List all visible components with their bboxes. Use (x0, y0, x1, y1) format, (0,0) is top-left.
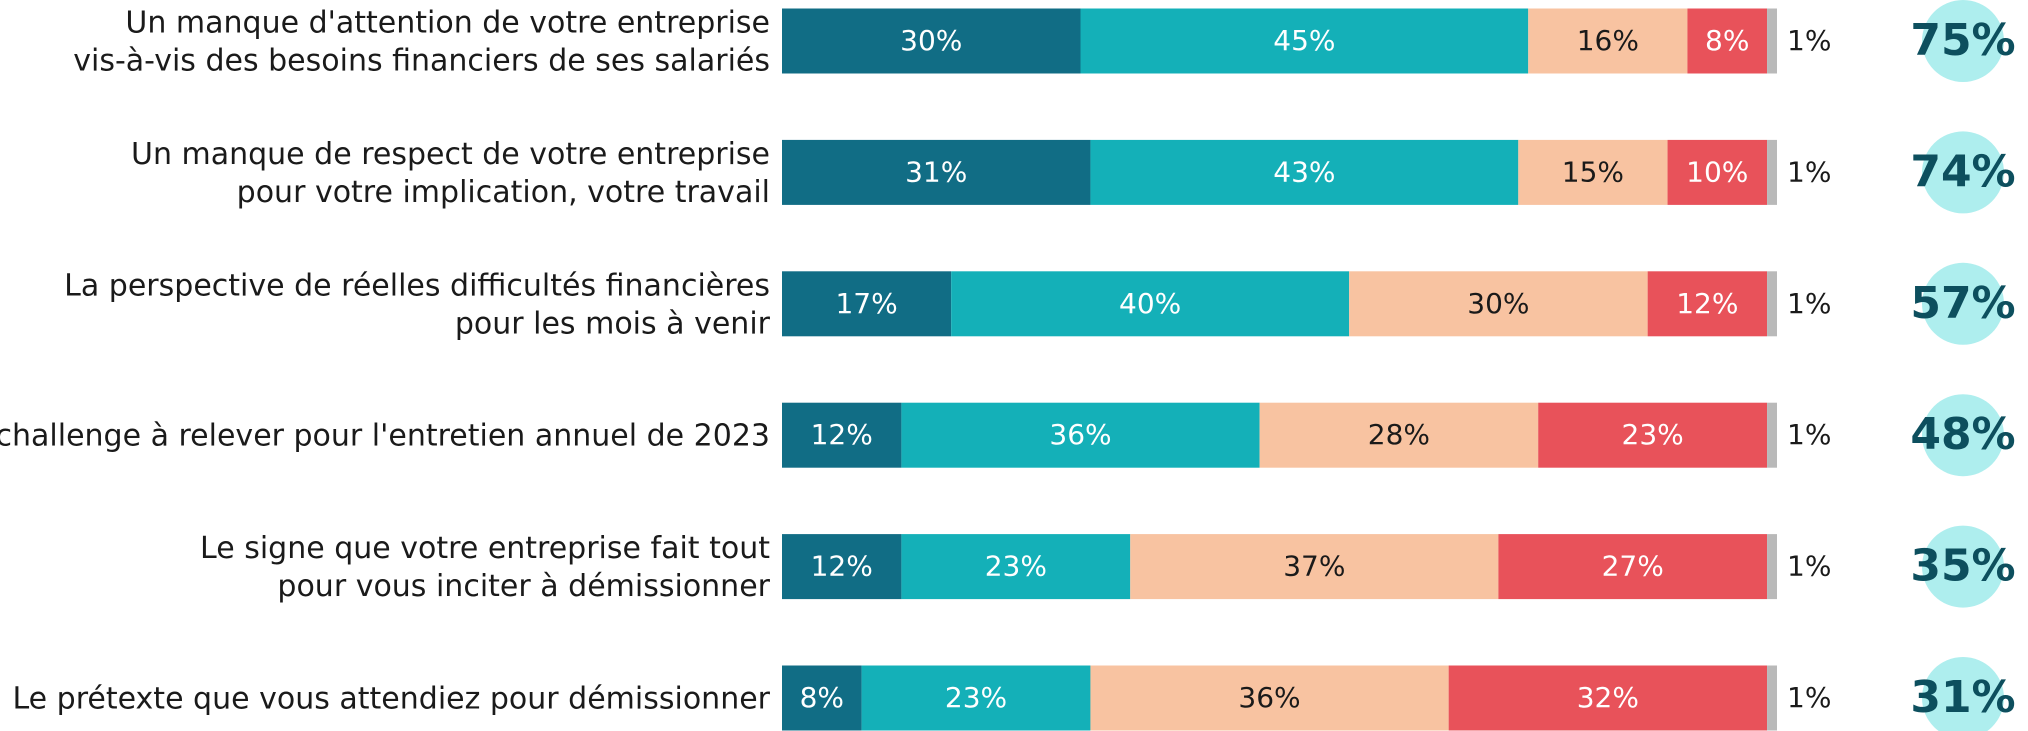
value-label: 23% (1622, 418, 1684, 451)
total-label: 75% (1910, 15, 2015, 66)
total-label: 35% (1910, 541, 2015, 592)
value-label: 23% (945, 681, 1007, 714)
category-label: Le prétexte que vous attendiez pour démi… (13, 682, 771, 717)
bar-segment (1090, 139, 1519, 205)
category-label: pour les mois à venir (455, 306, 771, 341)
total-badge (1922, 262, 2004, 345)
bar-segment (1259, 402, 1539, 468)
value-label: 1% (1787, 155, 1831, 188)
value-label: 45% (1273, 24, 1335, 57)
value-label: 32% (1577, 681, 1639, 714)
category-label: Un manque d'attention de votre entrepris… (125, 6, 770, 41)
bar-segment (1130, 534, 1499, 600)
category-label: vis-à-vis des besoins financiers de ses … (73, 44, 770, 79)
value-label: 1% (1787, 681, 1831, 714)
bar-segment (901, 402, 1260, 468)
bar-segment (1667, 139, 1768, 205)
bar-segment (1767, 139, 1777, 205)
bar-segment (782, 534, 902, 600)
value-label: 1% (1787, 418, 1831, 451)
bar-segment (1767, 402, 1777, 468)
value-label: 12% (811, 550, 873, 583)
bar-segment (1767, 534, 1777, 600)
category-label: Le signe que votre entreprise fait tout (200, 531, 770, 566)
bar-segment (782, 271, 952, 337)
bar-segment (1448, 665, 1768, 731)
total-badge (1922, 131, 2004, 214)
bar-segment (1767, 271, 1777, 337)
bar-segment (1647, 271, 1768, 337)
value-label: 36% (1238, 681, 1300, 714)
total-label: 74% (1910, 146, 2015, 197)
bar-segment (782, 8, 1081, 74)
value-label: 8% (1705, 24, 1749, 57)
value-label: 1% (1787, 24, 1831, 57)
bar-segment (1528, 8, 1688, 74)
value-label: 43% (1273, 155, 1335, 188)
bar-segment (782, 665, 862, 731)
bar-segment (901, 534, 1131, 600)
total-label: 57% (1910, 278, 2015, 329)
category-label: pour vous inciter à démissionner (277, 569, 770, 604)
total-badge (1922, 394, 2004, 477)
total-label: 48% (1910, 409, 2015, 460)
total-label: 31% (1910, 672, 2015, 723)
bar-segment (1687, 8, 1768, 74)
bar-segment (951, 271, 1350, 337)
value-label: 1% (1787, 550, 1831, 583)
value-label: 15% (1562, 155, 1624, 188)
bar-segment (1767, 8, 1777, 74)
value-label: 16% (1577, 24, 1639, 57)
bar-segment (1349, 271, 1648, 337)
bar-segment (861, 665, 1091, 731)
value-label: 23% (985, 550, 1047, 583)
category-label: pour votre implication, votre travail (237, 175, 770, 210)
value-label: 12% (811, 418, 873, 451)
value-label: 27% (1602, 550, 1664, 583)
total-badge (1922, 525, 2004, 608)
bar-segment (782, 402, 902, 468)
bar-segment (1080, 8, 1529, 74)
value-label: 36% (1049, 418, 1111, 451)
value-label: 30% (900, 24, 962, 57)
category-label: La perspective de réelles difficultés fi… (64, 268, 770, 303)
category-label: Un manque de respect de votre entreprise (131, 137, 770, 172)
value-label: 31% (905, 155, 967, 188)
bar-segment (1498, 534, 1768, 600)
total-badge (1922, 657, 2004, 731)
bar-segment (1767, 665, 1777, 731)
value-label: 30% (1467, 287, 1529, 320)
bar-segment (1518, 139, 1668, 205)
bar-segment (1538, 402, 1768, 468)
value-label: 12% (1676, 287, 1738, 320)
bar-segment (1090, 665, 1449, 731)
value-label: 1% (1787, 287, 1831, 320)
value-label: 17% (835, 287, 897, 320)
value-label: 40% (1119, 287, 1181, 320)
value-label: 28% (1368, 418, 1430, 451)
category-label: Un challenge à relever pour l'entretien … (0, 419, 770, 454)
value-label: 37% (1283, 550, 1345, 583)
value-label: 8% (800, 681, 844, 714)
bar-segment (782, 139, 1091, 205)
value-label: 10% (1686, 155, 1748, 188)
total-badge (1922, 0, 2004, 82)
